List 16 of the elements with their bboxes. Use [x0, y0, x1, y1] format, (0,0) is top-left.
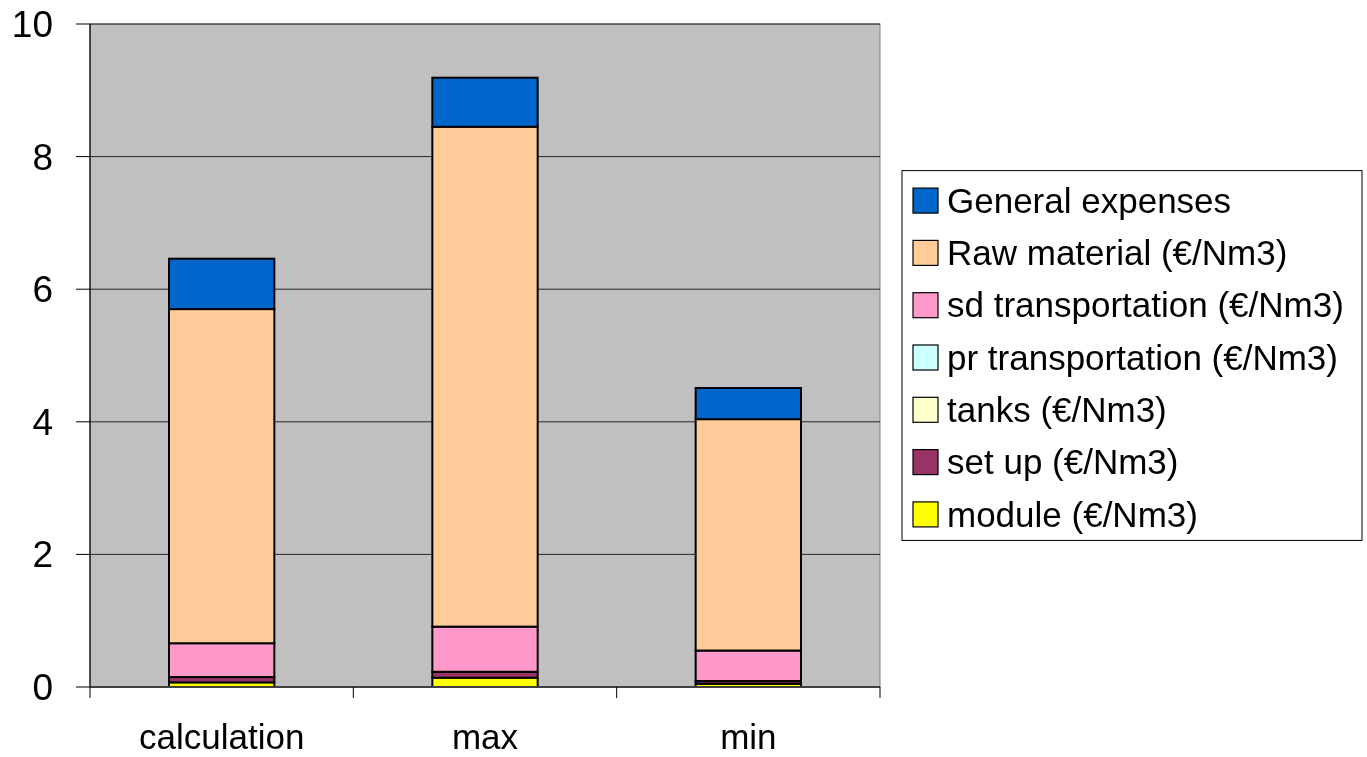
- legend-label: tanks (€/Nm3): [947, 390, 1167, 430]
- y-tick-label: 8: [32, 136, 53, 178]
- legend-label: pr transportation (€/Nm3): [947, 337, 1338, 377]
- x-tick-label: min: [720, 717, 777, 756]
- y-tick-label: 2: [32, 534, 53, 576]
- x-tick-label: calculation: [138, 717, 305, 756]
- legend-label: set up (€/Nm3): [947, 442, 1179, 482]
- x-tick-label: max: [451, 717, 519, 756]
- legend-label: Raw material (€/Nm3): [947, 233, 1288, 273]
- legend-label: module (€/Nm3): [947, 494, 1198, 534]
- y-tick-label: 6: [32, 269, 53, 311]
- y-tick-label: 10: [11, 3, 53, 45]
- legend-label: sd transportation (€/Nm3): [947, 285, 1344, 325]
- legend-label: General expenses: [947, 180, 1232, 220]
- y-tick-label: 4: [32, 401, 53, 443]
- y-tick-label: 0: [32, 666, 53, 708]
